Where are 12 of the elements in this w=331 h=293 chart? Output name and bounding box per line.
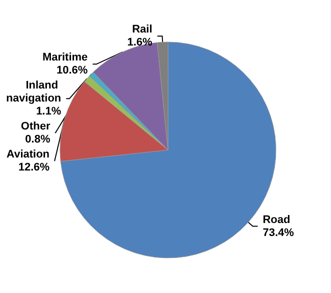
data-label: 10.6% [56,64,88,77]
slice-label: Road [262,214,290,226]
data-label: 0.8% [25,134,50,146]
data-label: 73.4% [262,226,294,239]
slice-label: Maritime [42,52,88,64]
slice-label: Aviation [6,148,50,161]
data-label: 1.1% [36,106,62,118]
slice-label: Other [20,120,51,133]
slice-label: Inland navigation [6,80,62,105]
data-label: 12.6% [18,162,50,174]
data-label: 1.6% [127,36,152,49]
slice-label: Rail [132,24,152,36]
